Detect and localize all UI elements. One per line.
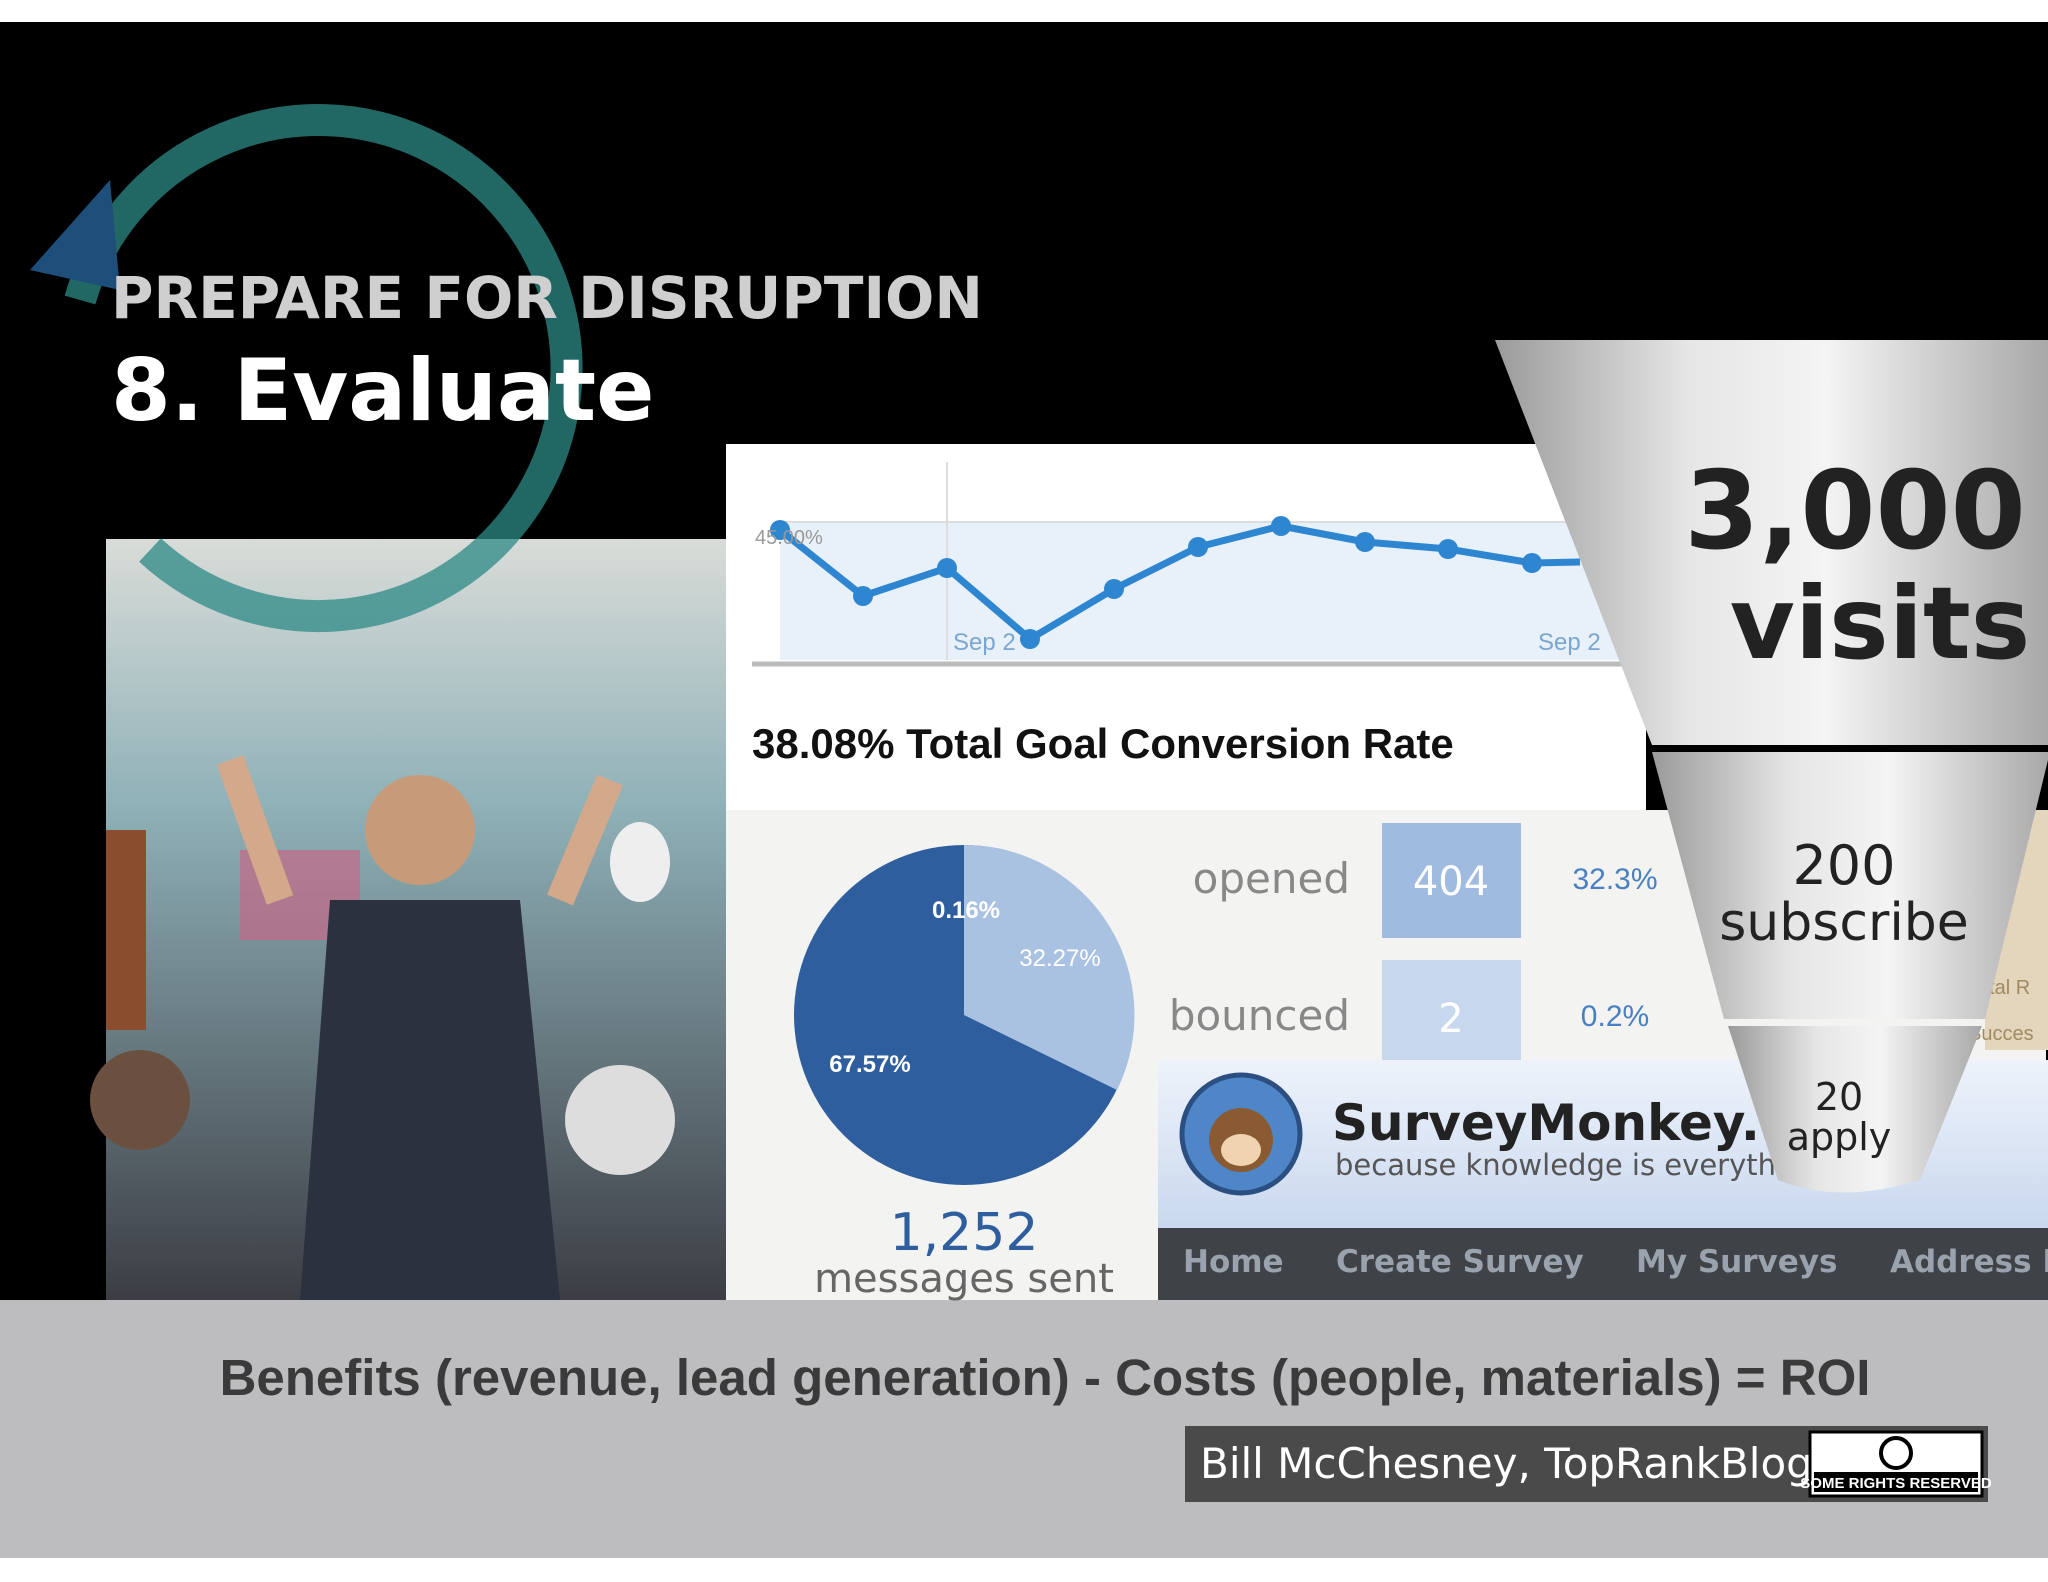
row-label: opened [1193, 854, 1350, 903]
slide-title: 8. Evaluate [111, 341, 654, 441]
pie-label: 0.16% [932, 897, 1000, 924]
license-strip [1814, 1472, 1978, 1492]
row-count: 2 [1438, 996, 1463, 1042]
x-label: Sep 2 [1538, 629, 1601, 656]
pie-label: 67.57% [829, 1051, 910, 1078]
cycle-arrow [30, 180, 120, 290]
nav-item: My Surveys [1636, 1244, 1837, 1280]
photo [90, 539, 726, 1300]
y-label: 45.00% [755, 527, 823, 549]
pie-label: 32.27% [1019, 945, 1100, 972]
nav-item: Address B [1890, 1244, 2048, 1280]
total: 1,252 [890, 1203, 1039, 1263]
metric: 38.08% Total Goal Conversion Rate [752, 720, 1454, 767]
funnel-label: visits [1730, 565, 2031, 682]
tagline: because knowledge is everyth [1335, 1148, 1776, 1182]
credit: Bill McChesney, TopRankBlog [1200, 1439, 1813, 1488]
funnel-label: apply [1787, 1115, 1892, 1159]
funnel-number: 20 [1815, 1075, 1863, 1119]
side-label: Succes [1968, 1023, 2034, 1045]
nav-item: Create Survey [1336, 1244, 1584, 1280]
row-rate: 32.3% [1572, 863, 1657, 896]
brand: SurveyMonkey.co [1332, 1094, 1824, 1152]
x-label: Sep 2 [953, 629, 1016, 656]
row-label: bounced [1169, 991, 1350, 1040]
cycle-arc [64, 104, 583, 633]
funnel: 3,000 visits 200 subscribe 20 apply [1495, 340, 2048, 1193]
funnel-number: 3,000 [1684, 449, 2026, 574]
total-label: messages sent [814, 1256, 1114, 1302]
row-rate: 0.2% [1581, 1000, 1649, 1033]
funnel-label: subscribe [1719, 893, 1969, 953]
license: SOME RIGHTS RESERVED [1800, 1475, 1992, 1492]
funnel-number: 200 [1792, 834, 1895, 897]
cc-icon [1879, 1436, 1913, 1470]
nav-item: Home [1183, 1244, 1284, 1280]
formula: Benefits (revenue, lead generation) - Co… [220, 1349, 1871, 1406]
analytics-panel: 45.00% Sep 2 Sep 2 38.08% Total Goal Con… [726, 444, 1646, 810]
kicker: PREPARE FOR DISRUPTION [111, 264, 983, 332]
row-count: 404 [1413, 859, 1489, 905]
